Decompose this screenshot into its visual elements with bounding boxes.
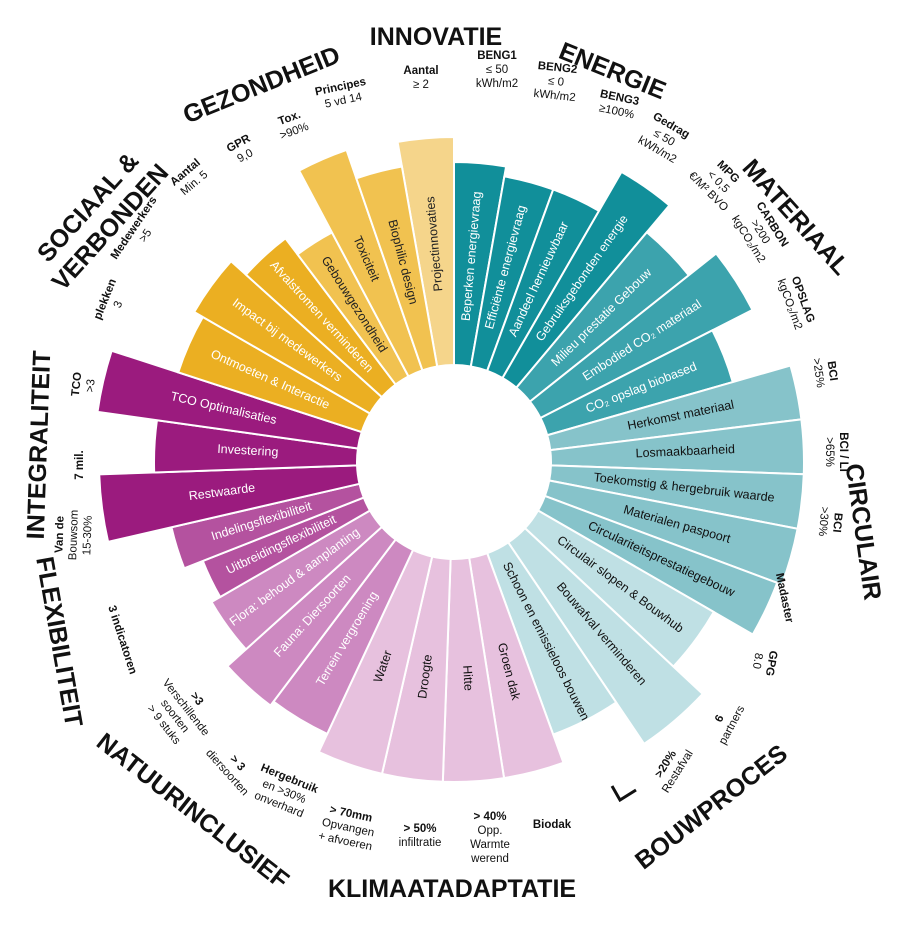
criterion-line: infiltratie <box>399 837 442 849</box>
sector-title: KLIMAATADAPTATIE <box>328 875 576 903</box>
sector-title-line: BOUWPROCES <box>630 739 793 875</box>
criterion-line: >65% <box>823 437 835 467</box>
criterion: Van deBouwsom15-30% <box>53 509 95 561</box>
center-circle <box>357 365 551 559</box>
criterion: plekken3 <box>92 277 132 326</box>
sector-title-line: NATUURINCLUSIEF <box>91 727 294 894</box>
criterion: OPSLAGkgCO₂/m2 <box>775 273 818 332</box>
criterion-line: diersoorten <box>203 747 250 798</box>
criterion: 7 mil. <box>74 450 86 479</box>
criterion: GPR9,0 <box>225 132 260 167</box>
sector-title: INNOVATIE <box>370 23 502 51</box>
criterion-line: werend <box>470 853 509 865</box>
sector-title: NATUURINCLUSIEF <box>91 727 294 894</box>
sector-title-line: INTEGRALITEIT <box>21 350 56 540</box>
criterion-line: ≤ 0 <box>547 75 564 89</box>
criterion-line: BCI <box>830 512 844 533</box>
sector-title-line: KLIMAATADAPTATIE <box>328 875 576 903</box>
criterion-line: >30% <box>816 506 831 537</box>
criterion: Principes5 vd 14 <box>314 76 370 112</box>
sector-title-line: CIRCULAIR <box>840 462 887 602</box>
criterion-line: ≤ 50 <box>486 64 508 76</box>
sector-title: MATERIAAL <box>737 154 855 281</box>
criterion: 6partners <box>705 697 748 747</box>
wedge-label: Investering <box>217 442 279 459</box>
criterion: Biodak <box>533 819 572 831</box>
sector-title-line: MATERIAAL <box>737 154 855 281</box>
criterion-line: BENG2 <box>537 60 578 76</box>
criterion-line: Bouwsom <box>67 510 81 561</box>
criterion-line: 7 mil. <box>74 450 86 479</box>
criterion: Tox.>90% <box>274 108 311 143</box>
criterion-line: ≥ 2 <box>413 79 429 91</box>
sector-title: INTEGRALITEIT <box>21 350 56 540</box>
criterion: > 70mmOpvangen+ afvoeren <box>317 803 379 853</box>
criterion-line: kWh/m2 <box>533 88 576 104</box>
criterion: BCI / LI>65% <box>823 432 849 472</box>
criterion: Gedrag≤ 50kWh/m2 <box>636 110 693 166</box>
sector-title-line: FLEXIBILITEIT <box>31 555 88 729</box>
criterion: 3 indicatoren <box>105 604 139 676</box>
criterion: MPG< 0,5€/M² BVO <box>686 150 750 214</box>
criterion: > 3diersoorten <box>203 738 261 798</box>
criterion-line: 6 <box>713 713 727 724</box>
criterion: > 50% infiltratie <box>399 823 442 849</box>
criterion-line: Madaster <box>773 572 795 624</box>
criterion-line: 15-30% <box>81 515 94 555</box>
criterion: Aantal ≥ 2 <box>403 65 438 91</box>
criterion: AantalMin. 5 <box>168 157 212 200</box>
criterion-line: BCI / LI <box>837 432 849 472</box>
sector-title: BOUWPROCES <box>630 739 793 875</box>
criterion: Hergebruiken >30%onverhard <box>248 762 320 822</box>
criterion-line: partners <box>717 704 748 747</box>
criterion-line: GPG <box>763 650 779 677</box>
criterion-line: BCI <box>825 360 840 381</box>
criterion: BCI>25% <box>810 355 840 388</box>
sector-title: SOCIAAL &VERBONDEN <box>24 138 174 296</box>
check-mark <box>610 785 637 803</box>
criterion: > 40% Opp. Warmte werend <box>470 811 510 865</box>
criterion-line: BENG1 <box>477 50 517 62</box>
criterion-line: TCO <box>70 372 84 397</box>
criterion-line: Van de <box>53 516 66 553</box>
wedges <box>96 135 805 783</box>
criterion-line: kWh/m2 <box>476 78 518 90</box>
criterion: >3Verschillendesoorten> 9 stuks <box>138 668 223 755</box>
criterion-line: >25% <box>810 357 826 388</box>
criterion: TCO>3 <box>70 372 98 399</box>
criterion: BENG2≤ 0kWh/m2 <box>533 60 579 104</box>
criterion-line: Warmte <box>470 839 510 851</box>
sector-title: CIRCULAIR <box>840 462 887 602</box>
criterion-line: Aantal <box>403 65 438 77</box>
wedge-label: Losmaakbaarheid <box>635 442 735 460</box>
criterion-line: Biodak <box>533 819 572 831</box>
criterion: Madaster <box>773 572 795 624</box>
criterion: >20%Restafval <box>648 741 695 795</box>
sector-title-line: INNOVATIE <box>370 23 502 51</box>
criterion-line: 3 <box>112 299 126 309</box>
wedge-label: Droogte <box>415 654 435 700</box>
criterion: BENG1 ≤ 50 kWh/m2 <box>476 50 518 90</box>
criterion-line: plekken <box>92 277 119 321</box>
sector-title: FLEXIBILITEIT <box>31 555 88 729</box>
criterion: BCI>30% <box>816 506 844 538</box>
criterion-line: 8.0 <box>750 652 765 670</box>
criterion-line: 3 indicatoren <box>105 604 139 676</box>
criterion-line: > 50% <box>404 823 437 835</box>
criterion-line: >3 <box>84 379 97 393</box>
criterion-line: > 40% <box>474 811 507 823</box>
criterion-line: Opp. <box>478 825 503 837</box>
criterion: GPG8.0 <box>749 647 779 677</box>
wedge-label: Hitte <box>460 665 476 692</box>
